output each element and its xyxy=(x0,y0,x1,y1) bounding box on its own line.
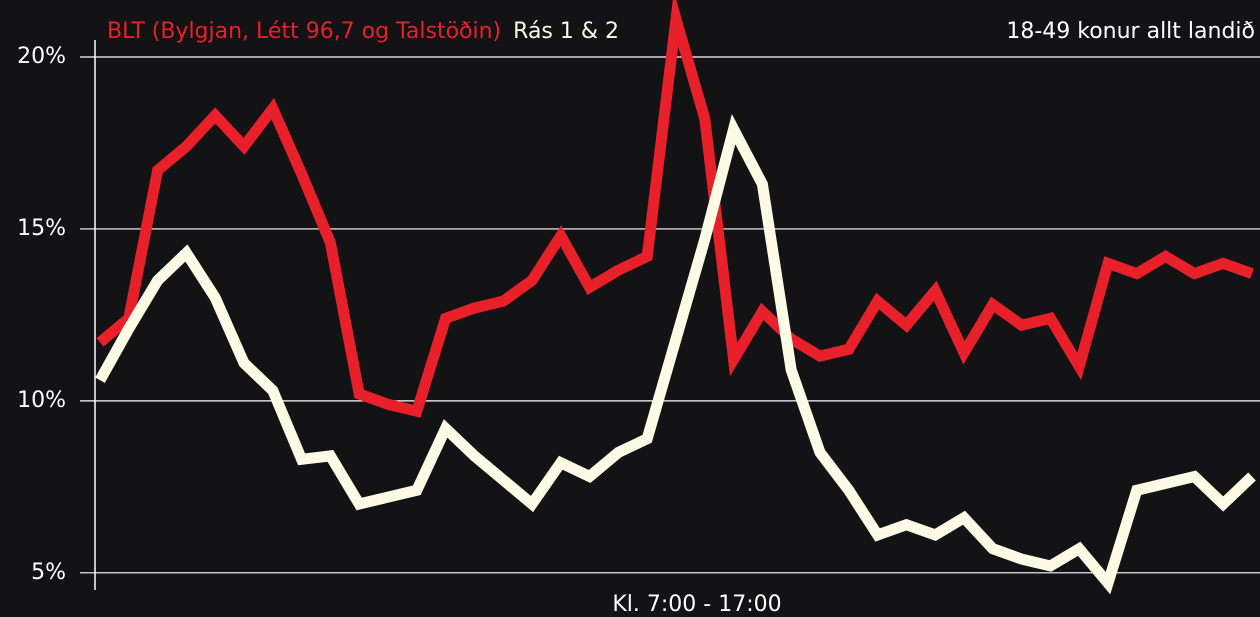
y-tick-label: 5% xyxy=(31,560,66,585)
series-line xyxy=(95,114,1256,595)
legend-entry: BLT (Bylgjan, Létt 96,7 og Talstöðin) xyxy=(107,19,501,44)
legend-entry: Rás 1 & 2 xyxy=(513,19,619,44)
series-line xyxy=(96,0,1254,418)
x-axis-label: Kl. 7:00 - 17:00 xyxy=(612,592,781,617)
annotation: 18-49 konur allt landið xyxy=(1006,19,1255,44)
y-tick-label: 20% xyxy=(17,44,66,69)
y-tick-label: 15% xyxy=(17,216,66,241)
y-tick-label: 10% xyxy=(17,388,66,413)
